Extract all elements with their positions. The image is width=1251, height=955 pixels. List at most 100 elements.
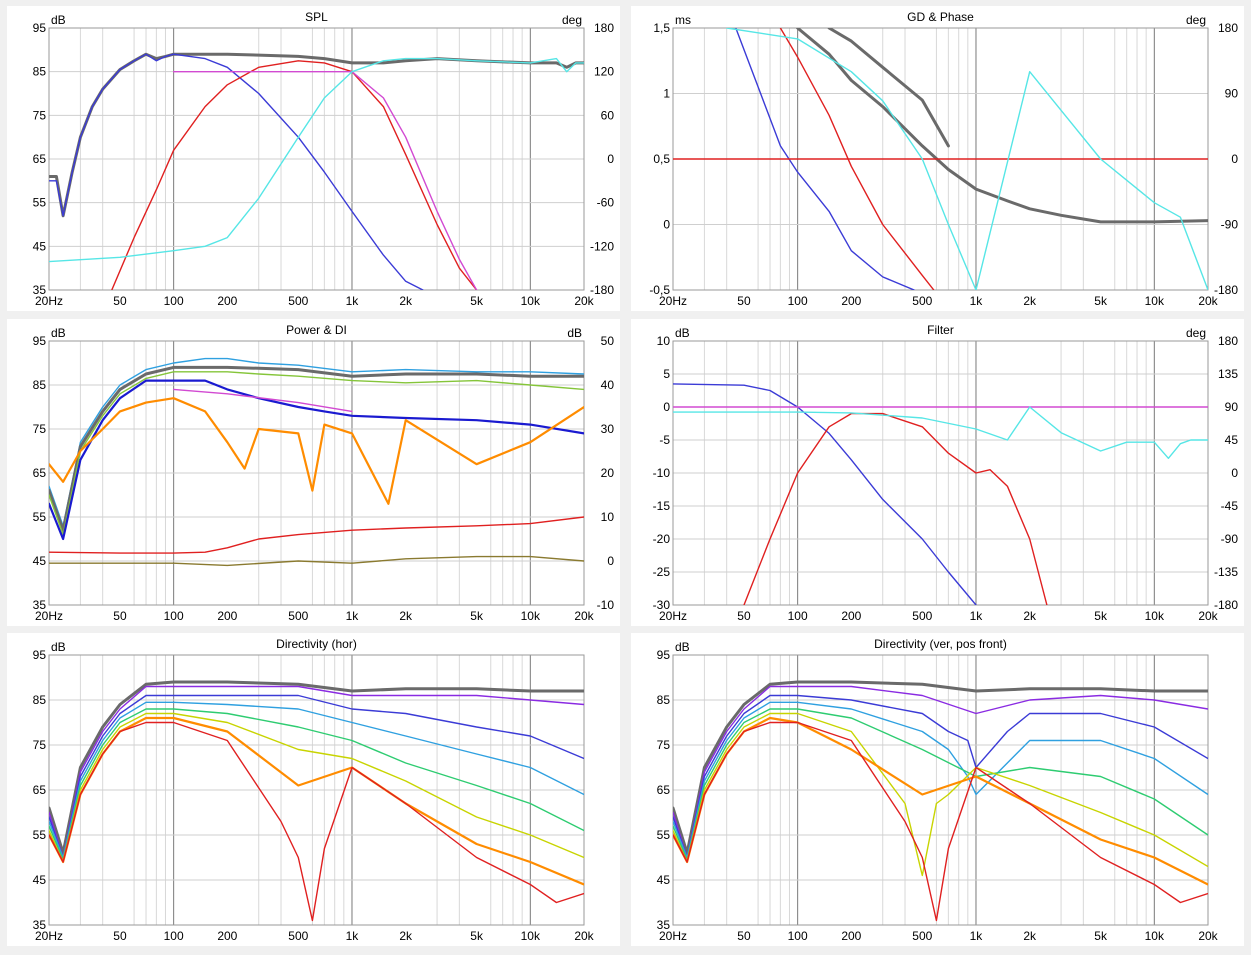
x-tick-label: 2k: [1023, 929, 1037, 943]
plot-area: [673, 28, 1208, 290]
y2-tick-label: -135: [1214, 565, 1238, 579]
y2-tick-label: -90: [1221, 218, 1239, 232]
y2-tick-label: 10: [601, 510, 615, 524]
series-line-1: [49, 52, 584, 218]
left-unit-label: dB: [51, 13, 66, 27]
y2-tick-label: 90: [1225, 87, 1239, 101]
x-tick-label: 100: [164, 609, 184, 623]
y-tick-label: 45: [657, 873, 671, 887]
panel-gd-phase: GD & Phase ms deg 1,5 1 0,5 0 -0,5 180 90 0 -90 -180…: [631, 6, 1244, 311]
series-line-1: [49, 680, 584, 855]
x-tick-label: 20Hz: [35, 294, 63, 308]
y2-tick-label: 45: [1225, 433, 1239, 447]
panel-power-di: Power & DI dB dB 95 85 75 65 55 45 35 50 40 30 20 10 0-…: [7, 319, 620, 626]
right-unit-label: deg: [562, 13, 582, 27]
x-tick-label: 500: [912, 929, 932, 943]
y-tick-label: 85: [33, 378, 47, 392]
y-tick-label: 75: [33, 422, 47, 436]
x-tick-label: 5k: [1094, 609, 1108, 623]
x-tick-label: 20k: [1198, 929, 1218, 943]
y-tick-label: 45: [33, 239, 47, 253]
x-tick-label: 200: [217, 609, 237, 623]
series-line-2: [743, 412, 1048, 605]
x-tick-label: 10k: [521, 294, 541, 308]
x-tick-label: 100: [788, 929, 808, 943]
y-tick-label: 65: [657, 783, 671, 797]
y2-tick-label: 30: [601, 422, 615, 436]
panel-directivity-hor: Directivity (hor) dB 95 85 75 65 55 45 35 20Hz 50 1…: [7, 633, 620, 946]
y-tick-label: 10: [657, 334, 671, 348]
x-tick-label: 2k: [1023, 609, 1037, 623]
y-tick-label: 95: [33, 334, 47, 348]
x-tick-label: 5k: [1094, 294, 1108, 308]
x-tick-label: 500: [912, 294, 932, 308]
y-tick-label: 75: [33, 108, 47, 122]
y2-tick-label: -180: [590, 283, 614, 297]
x-tick-label: 10k: [1145, 294, 1165, 308]
y-tick-label: -25: [653, 565, 671, 579]
x-tick-label: 50: [113, 929, 127, 943]
x-tick-label: 1k: [970, 929, 984, 943]
x-tick-label: 20k: [574, 929, 594, 943]
x-tick-label: 1k: [970, 294, 984, 308]
series-line-8: [49, 555, 584, 567]
series-line-3: [111, 60, 478, 290]
series-line-7: [49, 516, 584, 554]
x-tick-label: 1k: [970, 609, 984, 623]
series-line-3: [49, 371, 584, 536]
series-line-2: [49, 685, 584, 859]
y2-tick-label: 0: [1231, 152, 1238, 166]
series-line-6: [725, 28, 1208, 290]
y2-tick-label: -180: [1214, 283, 1238, 297]
y-tick-label: -15: [653, 499, 671, 513]
y-tick-label: 0,5: [653, 152, 670, 166]
y-tick-label: 95: [33, 648, 47, 662]
x-tick-label: 20k: [1198, 609, 1218, 623]
series-line-6: [49, 397, 584, 505]
x-tick-label: 2k: [399, 294, 413, 308]
x-tick-label: 5k: [470, 294, 484, 308]
x-tick-label: 200: [217, 294, 237, 308]
x-tick-label: 100: [788, 294, 808, 308]
x-tick-label: 20k: [574, 294, 594, 308]
y2-tick-label: 135: [1218, 367, 1238, 381]
y-tick-label: 5: [663, 367, 670, 381]
x-tick-label: 100: [164, 929, 184, 943]
left-unit-label: dB: [51, 640, 66, 654]
x-tick-label: 10k: [521, 609, 541, 623]
plot-grid: [48, 340, 585, 606]
y2-tick-label: 50: [601, 334, 615, 348]
x-tick-label: 5k: [470, 609, 484, 623]
series-line-5: [172, 388, 353, 413]
series-line-6: [49, 712, 584, 863]
series-line-2: [827, 28, 950, 148]
y-tick-label: 0: [663, 218, 670, 232]
x-tick-label: 50: [113, 609, 127, 623]
series-line-2: [49, 53, 424, 290]
y-tick-label: 85: [33, 65, 47, 79]
x-tick-label: 10k: [1145, 609, 1165, 623]
panel-directivity-ver: Directivity (ver, pos front) dB 95 85 75 65 55…: [631, 633, 1244, 946]
y2-tick-label: 40: [601, 378, 615, 392]
left-unit-label: ms: [675, 13, 691, 27]
y-tick-label: 55: [657, 828, 671, 842]
y-tick-label: 55: [33, 828, 47, 842]
x-tick-label: 2k: [399, 929, 413, 943]
y-tick-label: 45: [33, 873, 47, 887]
y2-tick-label: 0: [1231, 466, 1238, 480]
x-tick-label: 50: [737, 929, 751, 943]
y-tick-label: -5: [659, 433, 670, 447]
y-tick-label: 1,5: [653, 21, 670, 35]
x-tick-label: 100: [788, 609, 808, 623]
x-tick-label: 200: [841, 929, 861, 943]
y-tick-label: 95: [33, 21, 47, 35]
x-tick-label: 20Hz: [659, 929, 687, 943]
y-tick-label: 35: [33, 283, 47, 297]
chart-gd-phase: GD & Phase ms deg 1,5 1 0,5 0 -0,5 180 90 0 -90 -180…: [649, 10, 1239, 308]
x-tick-label: 100: [164, 294, 184, 308]
y2-tick-label: 180: [594, 21, 614, 35]
x-tick-label: 1k: [346, 294, 360, 308]
x-tick-label: 20k: [574, 609, 594, 623]
series-line-1: [673, 383, 977, 605]
